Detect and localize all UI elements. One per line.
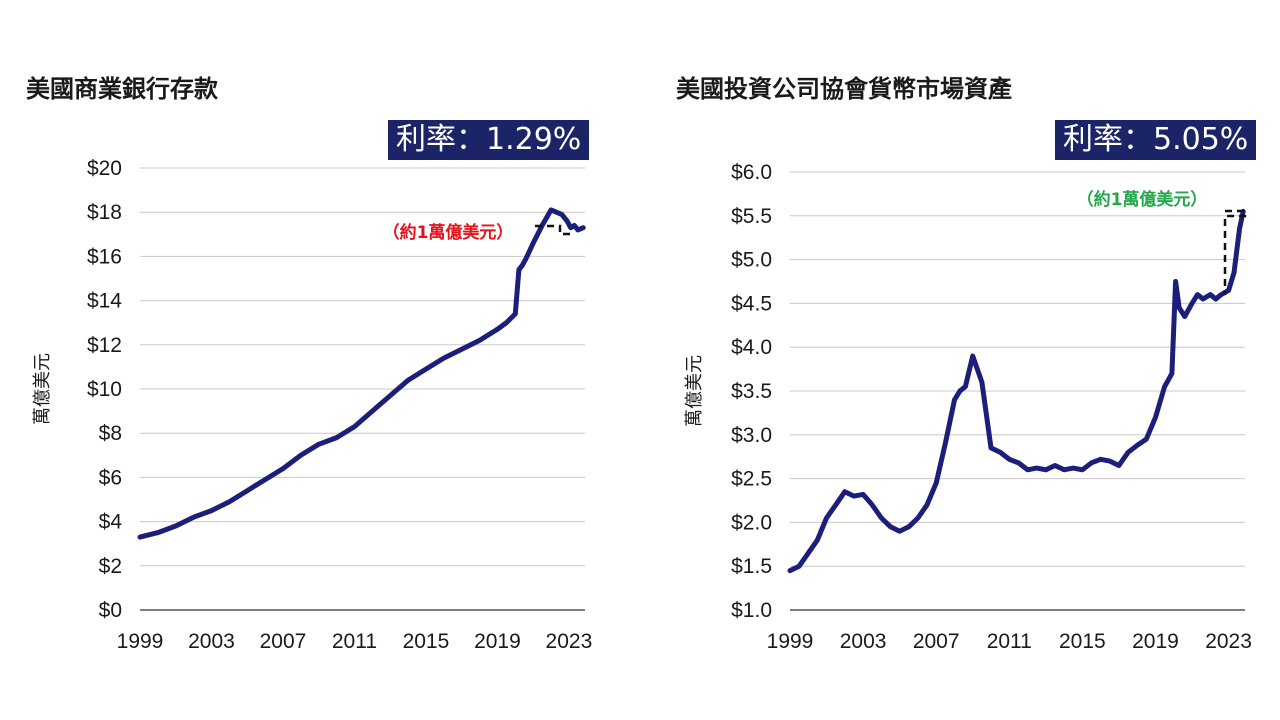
x-tick-label: 2019 [1132, 630, 1179, 653]
y-tick-label: $3.5 [731, 380, 772, 403]
x-tick-label: 2011 [987, 630, 1032, 653]
y-tick-label: $14 [87, 290, 122, 313]
annotation-label: （約1萬億美元） [383, 222, 514, 243]
y-tick-label: $5.5 [731, 205, 772, 228]
y-axis-label: 萬億美元 [684, 355, 705, 427]
y-tick-label: $5.0 [731, 249, 772, 272]
y-tick-label: $6.0 [731, 161, 772, 184]
x-tick-label: 2023 [1205, 630, 1252, 653]
x-tick-label: 2007 [913, 630, 960, 653]
annotation-bracket [535, 224, 575, 236]
x-tick-label: 1999 [767, 630, 814, 653]
x-tick-label: 2007 [260, 630, 307, 653]
y-tick-label: $6 [99, 466, 122, 489]
x-tick-label: 2023 [546, 630, 593, 653]
x-tick-label: 2019 [474, 630, 521, 653]
y-tick-label: $4.0 [731, 336, 772, 359]
annotation-label: （約1萬億美元） [1077, 189, 1208, 210]
money-market-chart: $1.0 $1.5 $2.0 $2.5 $3.0 $3.5 $4.0 $4.5 $5.0 $5.5… [684, 161, 1252, 653]
series-line [137, 207, 586, 540]
y-tick-label: $0 [99, 599, 122, 622]
chart-title-money-market: 美國投資公司協會貨幣市場資產 [676, 75, 1012, 103]
y-tick-label: $18 [87, 201, 122, 224]
x-tick-label: 2011 [332, 630, 377, 653]
y-tick-label: $4 [99, 511, 123, 534]
y-tick-label: $1.0 [731, 599, 772, 622]
y-tick-label: $3.0 [731, 424, 772, 447]
y-tick-label: $10 [87, 378, 122, 401]
y-tick-label: $8 [99, 422, 122, 445]
x-tick-label: 1999 [117, 630, 164, 653]
y-tick-label: $2.0 [731, 511, 772, 534]
y-tick-label: $4.5 [731, 292, 772, 315]
x-tick-label: 2015 [1059, 630, 1106, 653]
deposits-chart: $0 $2 $4 $6 $8 $10 $12 $14 $16 $18 $20 1999 2003 2007… [32, 157, 592, 653]
x-tick-label: 2003 [188, 630, 235, 653]
y-tick-label: $2.5 [731, 468, 772, 491]
y-tick-label: $1.5 [731, 555, 772, 578]
series-line [787, 208, 1246, 574]
y-tick-label: $2 [99, 555, 122, 578]
y-tick-label: $20 [87, 157, 122, 180]
rate-badge-money-market: 利率：5.05% [1055, 120, 1257, 160]
y-tick-label: $12 [87, 334, 122, 357]
x-tick-label: 2003 [840, 630, 887, 653]
y-tick-label: $16 [87, 245, 122, 268]
annotation-bracket [1223, 209, 1247, 295]
y-axis-label: 萬億美元 [32, 353, 53, 425]
x-tick-label: 2015 [403, 630, 450, 653]
rate-badge-deposits: 利率：1.29% [388, 120, 590, 160]
chart-title-deposits: 美國商業銀行存款 [26, 75, 218, 103]
